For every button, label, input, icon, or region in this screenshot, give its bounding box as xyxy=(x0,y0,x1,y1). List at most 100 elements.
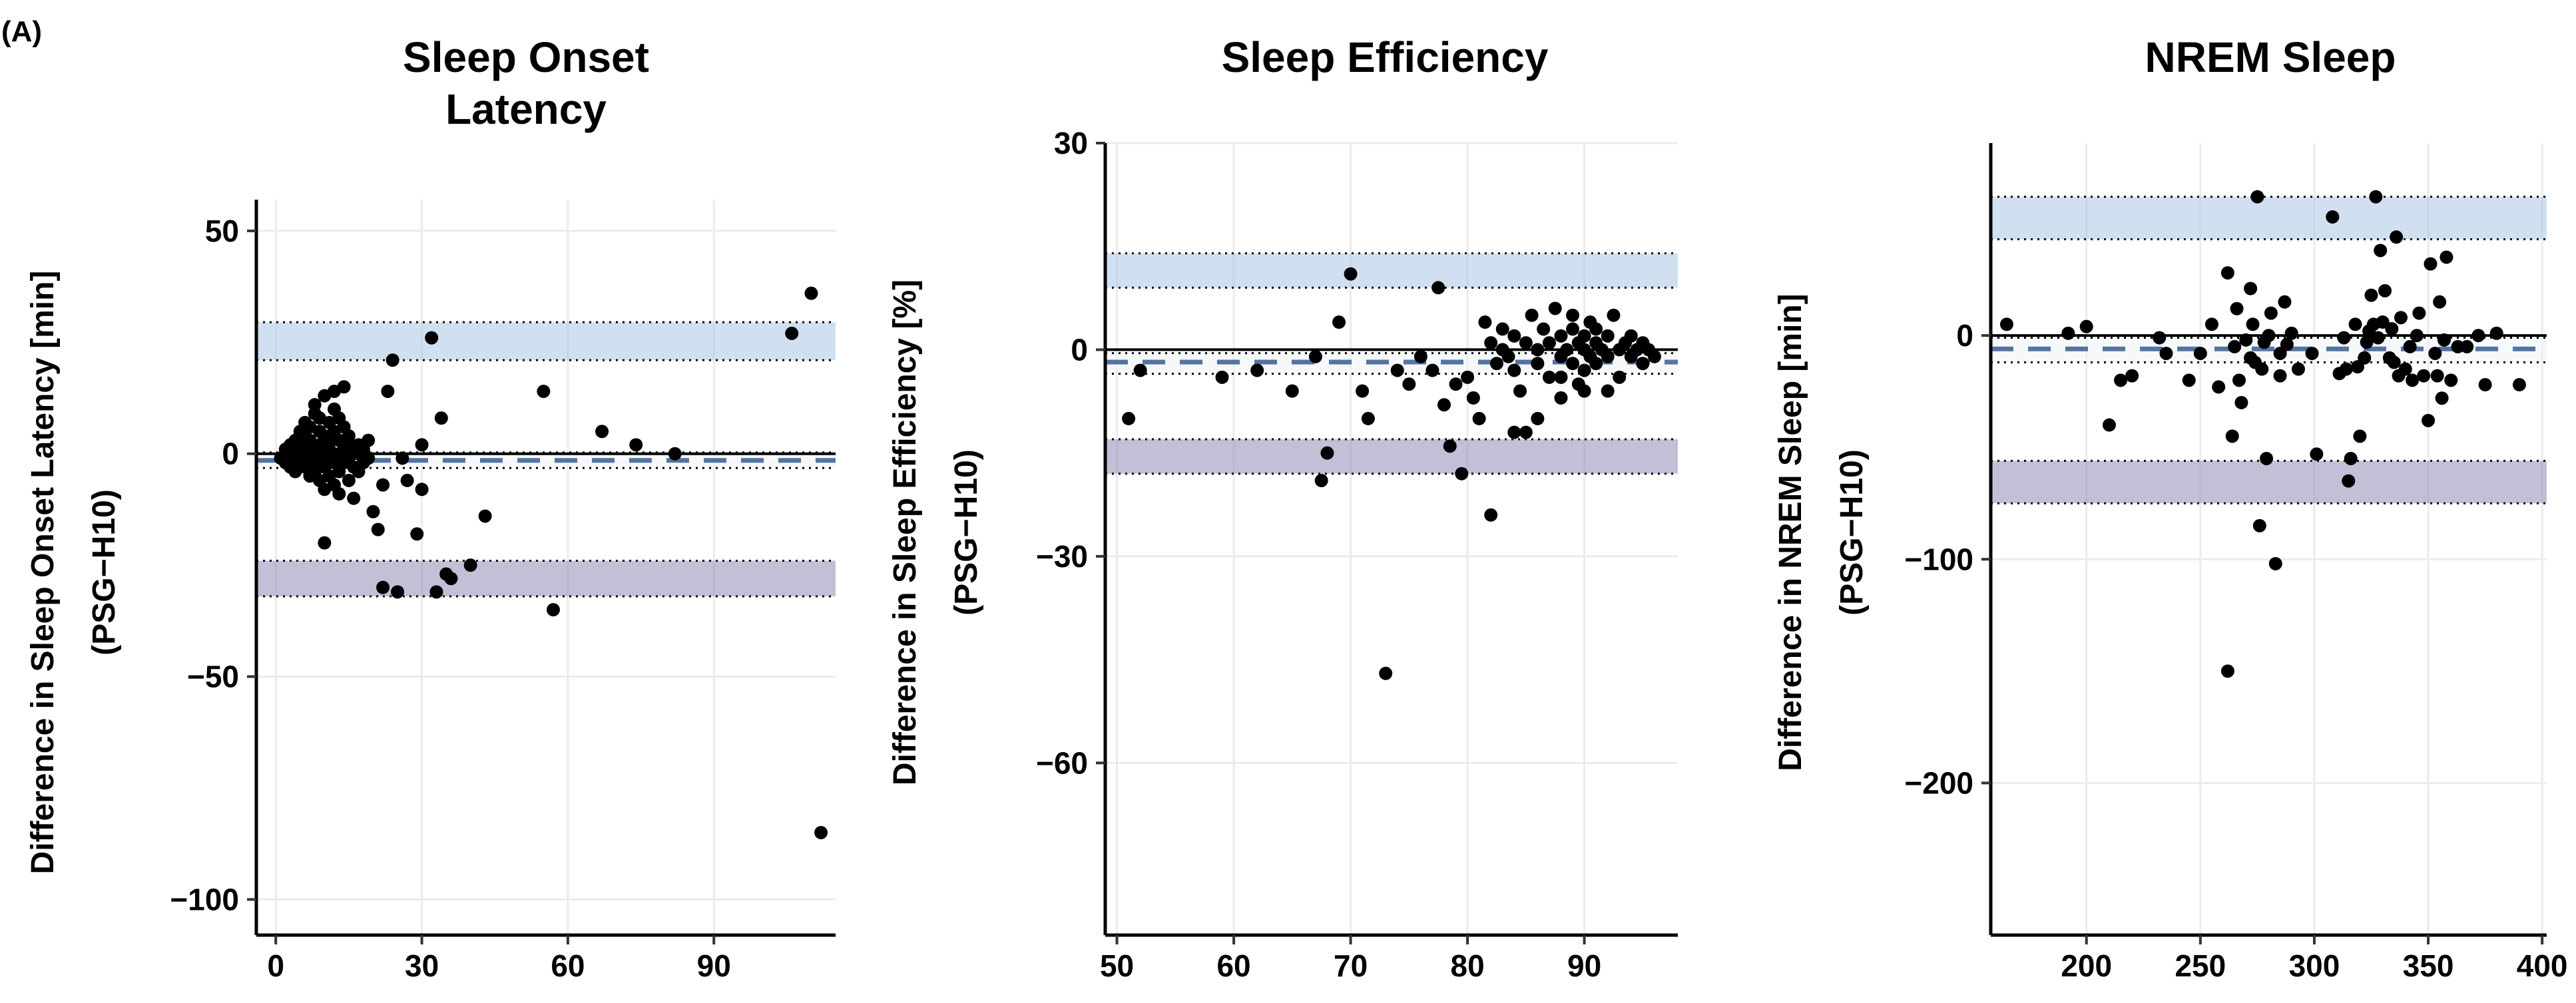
y-tick-label: −30 xyxy=(1036,539,1088,574)
y-axis-label: Difference in Sleep Efficiency [%] xyxy=(888,280,923,785)
data-point xyxy=(1250,363,1264,377)
data-point xyxy=(1478,315,1492,329)
data-point xyxy=(1390,363,1404,377)
data-point xyxy=(1548,301,1562,315)
data-point xyxy=(1484,508,1498,522)
data-point xyxy=(386,353,399,367)
data-point xyxy=(2244,351,2258,365)
data-point xyxy=(1332,315,1346,329)
data-point xyxy=(668,447,682,461)
x-tick-label: 80 xyxy=(1450,948,1484,983)
x-tick-label: 90 xyxy=(697,948,731,983)
data-point xyxy=(2153,331,2167,345)
data-point xyxy=(2376,315,2390,329)
data-point xyxy=(2212,380,2226,394)
data-point xyxy=(1554,370,1568,384)
data-point xyxy=(2394,311,2408,325)
y-tick-label: −50 xyxy=(187,660,239,694)
data-point xyxy=(2268,556,2282,570)
data-point xyxy=(2440,250,2453,264)
data-point xyxy=(814,825,828,839)
data-point xyxy=(429,585,443,599)
data-point xyxy=(371,522,385,536)
y-tick-label: 0 xyxy=(222,437,239,471)
data-point xyxy=(2305,346,2319,360)
data-point xyxy=(391,585,405,599)
upper-loa-ci-band xyxy=(1105,253,1678,288)
lower-loa-ci-band xyxy=(1991,461,2547,504)
data-point xyxy=(1507,329,1521,343)
data-point xyxy=(2344,451,2358,465)
data-point xyxy=(337,380,351,394)
data-point xyxy=(1361,411,1375,425)
data-point xyxy=(1484,336,1498,350)
x-tick-label: 300 xyxy=(2289,948,2340,983)
data-point xyxy=(1577,363,1591,377)
data-point xyxy=(1607,308,1621,322)
data-point xyxy=(1601,384,1615,398)
data-point xyxy=(463,558,477,572)
data-point xyxy=(2278,295,2292,309)
data-point xyxy=(1647,349,1661,363)
data-point xyxy=(1414,349,1427,363)
data-point xyxy=(2390,230,2404,244)
data-point xyxy=(1624,329,1638,343)
data-point xyxy=(804,286,818,300)
data-point xyxy=(2159,346,2173,360)
data-point xyxy=(2433,295,2447,309)
data-point xyxy=(410,527,424,541)
chart-title: Latency xyxy=(445,85,607,133)
data-point xyxy=(2246,317,2260,331)
data-point xyxy=(2326,210,2340,224)
data-point xyxy=(2424,257,2438,271)
data-point xyxy=(1472,411,1486,425)
data-point xyxy=(2230,301,2244,315)
data-point xyxy=(2435,391,2449,405)
lower-loa-ci-band xyxy=(1105,439,1678,474)
x-tick-label: 70 xyxy=(1334,948,1368,983)
data-point xyxy=(415,483,429,497)
data-point xyxy=(1501,349,1515,363)
data-point xyxy=(2262,329,2276,343)
data-point xyxy=(2260,451,2274,465)
data-point xyxy=(1601,349,1615,363)
data-point xyxy=(434,411,448,425)
data-point xyxy=(2264,306,2278,320)
x-tick-label: 60 xyxy=(551,948,585,983)
data-point xyxy=(1999,317,2013,331)
data-point xyxy=(1489,357,1503,371)
data-point xyxy=(444,572,458,586)
data-point xyxy=(1554,329,1568,343)
data-point xyxy=(1519,425,1533,439)
data-point xyxy=(1589,357,1603,371)
x-tick-label: 90 xyxy=(1567,948,1601,983)
data-point xyxy=(425,331,439,345)
data-point xyxy=(308,398,322,412)
data-point xyxy=(1402,377,1416,391)
data-point xyxy=(2398,362,2412,376)
data-point xyxy=(1566,322,1580,336)
data-point xyxy=(342,429,356,443)
data-point xyxy=(2079,319,2093,333)
data-point xyxy=(2239,333,2253,347)
data-point xyxy=(1495,322,1509,336)
data-point xyxy=(1449,377,1463,391)
data-point xyxy=(785,326,799,340)
x-tick-label: 400 xyxy=(2517,948,2568,983)
data-point xyxy=(1455,467,1469,481)
data-point xyxy=(1437,398,1451,412)
data-point xyxy=(2220,664,2234,678)
data-point xyxy=(1133,363,1147,377)
data-point xyxy=(376,478,390,492)
x-tick-label: 350 xyxy=(2403,948,2454,983)
chart-panel-2: 50 60 70 80 90 30 0 −30 −60 Sleep Efficiency Diffe… xyxy=(888,33,1678,983)
data-point xyxy=(1577,384,1591,398)
y-axis-label: (PSG−H10) xyxy=(949,449,984,615)
data-point xyxy=(1513,384,1527,398)
data-point xyxy=(2460,339,2474,353)
data-point xyxy=(2337,331,2351,345)
data-point xyxy=(1601,329,1615,343)
data-point xyxy=(2403,339,2417,353)
